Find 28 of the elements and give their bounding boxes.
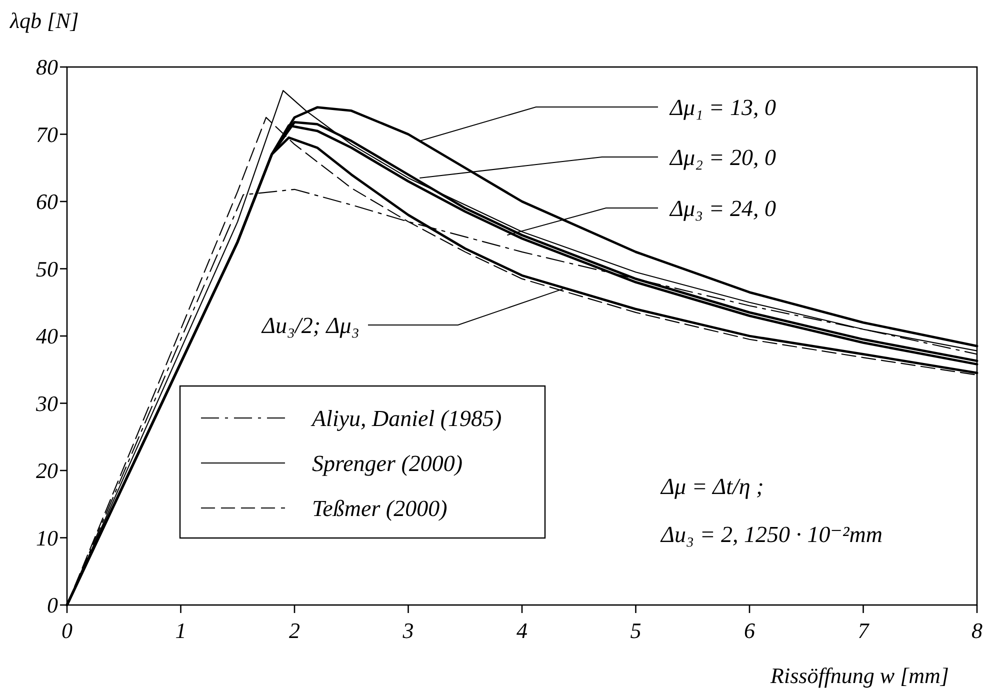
y-tick-label: 60 [36, 189, 58, 214]
y-tick-label: 50 [36, 256, 58, 282]
annotation: Δμ₃ = 24, 0 [669, 196, 777, 222]
x-axis-title: Rissöffnung w [mm] [770, 663, 949, 688]
x-tick-label: 5 [630, 618, 642, 643]
x-tick-label: 4 [516, 618, 528, 643]
x-tick-label: 8 [972, 618, 982, 643]
legend-label: Sprenger (2000) [312, 451, 463, 476]
y-tick-label: 40 [36, 324, 58, 349]
x-tick-label: 2 [289, 618, 300, 643]
y-tick-label: 20 [36, 458, 58, 484]
legend-label: Aliyu, Daniel (1985) [310, 406, 502, 432]
annotation: Δμ = Δt/η ; [660, 474, 764, 500]
y-axis-title: λqb [N] [9, 8, 79, 33]
x-tick-label: 6 [744, 618, 755, 643]
y-tick-label: 10 [36, 525, 58, 550]
annotation: Δu₃ = 2, 1250 · 10⁻²mm [660, 522, 883, 548]
legend-label: Teßmer (2000) [312, 496, 448, 522]
annotation: Δμ₁ = 13, 0 [669, 95, 777, 120]
y-tick-label: 0 [47, 592, 58, 618]
annotation: Δμ₂ = 20, 0 [669, 145, 777, 170]
x-tick-label: 3 [402, 618, 414, 643]
annotation: Δu₃/2; Δμ₃ [261, 313, 360, 338]
y-tick-label: 70 [36, 122, 58, 147]
x-tick-label: 7 [858, 618, 870, 643]
x-tick-label: 1 [175, 618, 186, 643]
y-tick-label: 30 [35, 390, 58, 416]
y-tick-label: 80 [36, 54, 58, 80]
